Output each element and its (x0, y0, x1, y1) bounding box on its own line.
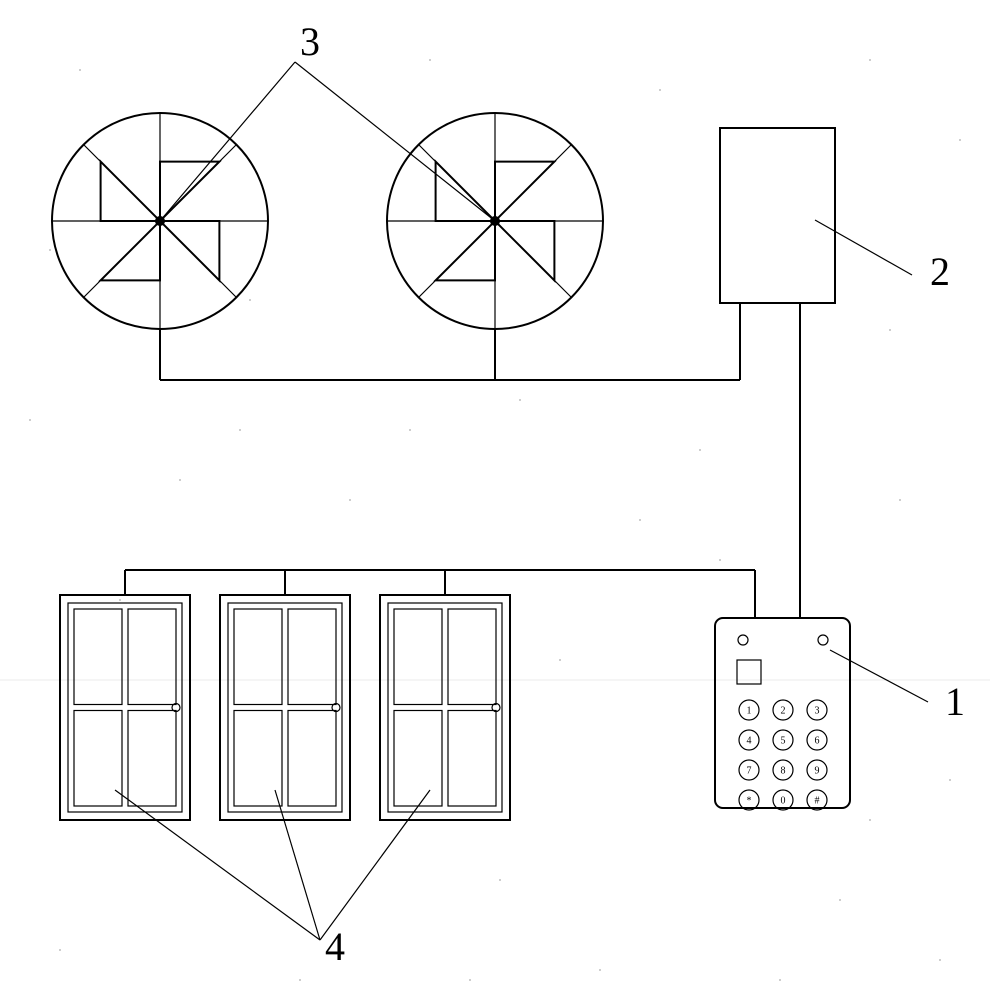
keypad-button-glyph: 3 (815, 706, 820, 717)
callout-label: 1 (945, 679, 965, 724)
diagram-canvas: 1 2 3 4 5 6 7 8 9 * 0 #3 2 1 4 (0, 0, 990, 1000)
keypad-button-glyph: 9 (815, 766, 820, 777)
keypad-button-glyph: 1 (747, 706, 752, 717)
keypad-button-glyph: 0 (781, 796, 786, 807)
keypad-button-glyph: 8 (781, 766, 786, 777)
keypad-button-glyph: # (815, 796, 820, 807)
keypad-button-glyph: 7 (747, 766, 752, 777)
keypad-button-glyph: * (747, 796, 752, 807)
keypad-button-glyph: 2 (781, 706, 786, 717)
keypad-button-glyph: 5 (781, 736, 786, 747)
callout-label: 2 (930, 249, 950, 294)
keypad-button-glyph: 4 (747, 736, 752, 747)
callout-label: 4 (325, 924, 345, 969)
keypad-button-glyph: 6 (815, 736, 820, 747)
callout-label: 3 (300, 19, 320, 64)
